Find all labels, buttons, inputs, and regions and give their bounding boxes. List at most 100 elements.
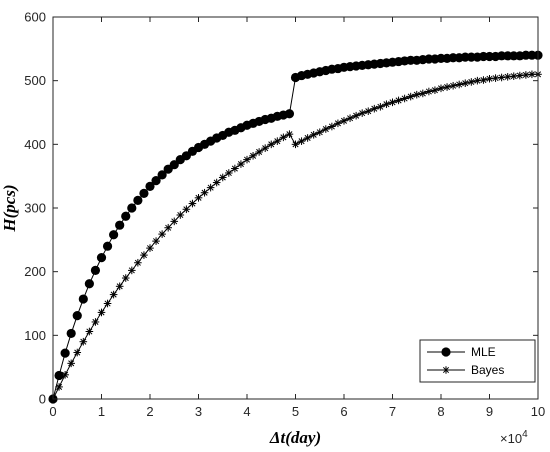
asterisk-stroke [177, 211, 184, 219]
asterisk-stroke [492, 75, 499, 82]
asterisk-stroke [243, 156, 251, 163]
asterisk-stroke [395, 97, 402, 104]
data-point-bayes [443, 83, 451, 91]
data-point-mle [102, 241, 113, 251]
asterisk-stroke [146, 245, 154, 252]
data-point-mle [157, 170, 167, 180]
data-point-bayes [340, 116, 348, 125]
asterisk-stroke [316, 129, 323, 136]
asterisk-stroke [86, 328, 93, 335]
asterisk-stroke [262, 145, 269, 152]
asterisk-stroke [201, 189, 208, 196]
data-point-bayes [425, 87, 433, 96]
asterisk-stroke [195, 194, 202, 201]
data-point-bayes [261, 144, 269, 152]
data-point-bayes [473, 76, 482, 85]
data-point-bayes [176, 211, 185, 219]
asterisk-stroke [510, 73, 517, 80]
data-point-bayes [412, 90, 421, 99]
asterisk-stroke [401, 95, 408, 102]
data-point-bayes [273, 137, 282, 145]
data-point-bayes [461, 79, 470, 88]
asterisk-stroke [444, 83, 451, 91]
asterisk-stroke [237, 161, 244, 168]
data-point-bayes [91, 318, 100, 326]
data-point-mle [145, 181, 155, 191]
data-point-bayes [182, 205, 191, 214]
data-point-bayes [370, 104, 379, 113]
data-point-mle [84, 279, 94, 289]
data-point-mle [54, 370, 64, 381]
data-point-bayes [170, 217, 179, 226]
data-point-mle [139, 188, 149, 198]
data-point-bayes [522, 71, 530, 79]
data-point-bayes [467, 78, 476, 86]
asterisk-stroke [189, 200, 196, 207]
asterisk-stroke [353, 112, 360, 119]
data-point-bayes [509, 72, 518, 81]
asterisk-stroke [268, 141, 275, 148]
data-point-bayes [376, 102, 385, 111]
asterisk-stroke [98, 309, 105, 316]
asterisk-stroke [371, 105, 378, 112]
data-point-bayes [449, 81, 457, 90]
data-point-bayes [55, 383, 63, 391]
asterisk-stroke [134, 259, 141, 266]
asterisk-stroke [328, 123, 335, 130]
asterisk-stroke [116, 283, 123, 290]
y-tick-label: 0 [39, 392, 46, 407]
asterisk-stroke [213, 179, 220, 186]
x-tick-label: 5 [292, 404, 299, 419]
asterisk-stroke [80, 338, 87, 345]
data-point-mle [169, 160, 179, 170]
data-point-bayes [237, 160, 245, 168]
asterisk-stroke [225, 169, 232, 177]
x-axis-multiplier-base: ×10 [500, 431, 522, 446]
x-tick-label: 9 [486, 404, 493, 419]
data-point-bayes [400, 94, 409, 103]
data-point-bayes [442, 366, 450, 374]
legend-label-bayes: Bayes [471, 363, 504, 377]
x-axis-title: Δt(day) [269, 428, 321, 447]
data-point-bayes [328, 122, 336, 131]
asterisk-stroke [159, 231, 166, 238]
data-point-bayes [419, 89, 427, 98]
data-point-bayes [455, 80, 463, 89]
asterisk-stroke [474, 77, 481, 84]
data-point-bayes [352, 111, 360, 120]
data-point-mle [90, 265, 101, 275]
asterisk-stroke [286, 131, 293, 138]
data-point-bayes [249, 151, 257, 160]
x-tick-label: 3 [195, 404, 202, 419]
data-point-bayes [194, 194, 203, 202]
asterisk-stroke [122, 274, 129, 282]
asterisk-stroke [450, 82, 457, 89]
asterisk-stroke [468, 78, 475, 85]
legend-items: MLE Bayes [427, 345, 504, 377]
data-point-bayes [437, 84, 445, 93]
data-point-bayes [206, 183, 215, 192]
x-tick-label: 8 [437, 404, 444, 419]
asterisk-stroke [74, 349, 81, 356]
data-point-mle [151, 176, 161, 186]
data-point-mle [121, 211, 131, 221]
asterisk-stroke [486, 75, 493, 82]
asterisk-stroke [407, 93, 414, 100]
y-tick-label: 400 [24, 137, 46, 152]
data-point-bayes [382, 100, 391, 109]
y-tick-label: 600 [24, 10, 46, 25]
asterisk-stroke [334, 120, 341, 127]
data-point-bayes [315, 128, 324, 137]
asterisk-stroke [219, 174, 226, 181]
legend-label-mle: MLE [471, 345, 496, 359]
asterisk-stroke [431, 87, 438, 94]
data-point-bayes [303, 134, 312, 142]
asterisk-stroke [480, 76, 487, 84]
x-tick-label: 10 [531, 404, 545, 419]
data-point-bayes [140, 251, 148, 259]
data-point-bayes [322, 125, 330, 133]
data-point-mle [66, 328, 76, 339]
asterisk-stroke [413, 91, 420, 98]
